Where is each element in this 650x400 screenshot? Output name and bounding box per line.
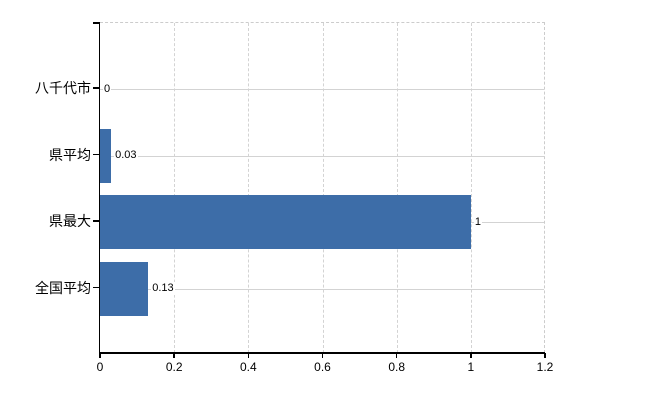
x-axis: [98, 352, 545, 354]
bar-value-label: 1: [473, 215, 482, 229]
x-axis-tick: [544, 353, 546, 358]
x-axis-tick: [173, 353, 175, 358]
horizontal-gridline: [100, 288, 544, 290]
bar: [100, 128, 112, 183]
x-tick-label: 0.6: [314, 360, 331, 374]
x-tick-label: 1.2: [536, 360, 554, 374]
bar-value-label: 0.03: [114, 149, 138, 162]
vertical-gridline: [248, 23, 250, 353]
vertical-gridline: [470, 23, 472, 353]
bar-value-label: 0: [103, 82, 112, 96]
x-tick-label: 0.2: [165, 360, 183, 374]
y-axis-end-tick: [92, 22, 99, 24]
x-axis-tick: [321, 353, 324, 358]
vertical-gridline: [396, 23, 398, 353]
x-axis-tick: [247, 353, 250, 358]
y-axis-tick: [92, 87, 99, 89]
y-axis: [98, 22, 100, 353]
x-tick-label: 0: [96, 360, 104, 374]
category-label: 県最大: [49, 213, 91, 229]
y-axis-tick: [92, 153, 99, 156]
x-axis-tick: [470, 353, 472, 358]
y-axis-tick: [92, 220, 99, 222]
x-tick-label: 0.8: [388, 360, 405, 374]
bar-value-label: 0.13: [151, 282, 175, 295]
y-axis-tick: [92, 286, 99, 289]
bar: [100, 195, 471, 249]
horizontal-gridline: [100, 155, 544, 157]
category-label: 八千代市: [35, 80, 91, 96]
plot-area: 0 0.03 1 0.13: [100, 22, 545, 353]
x-tick-label: 1: [467, 360, 475, 374]
x-axis-tick: [99, 353, 101, 358]
bar: [100, 261, 149, 316]
vertical-gridline: [174, 23, 176, 353]
x-axis-tick: [395, 353, 398, 358]
category-label: 県平均: [49, 146, 91, 163]
x-tick-label: 0.4: [239, 360, 257, 374]
vertical-gridline: [322, 23, 324, 353]
category-label: 全国平均: [35, 279, 91, 296]
horizontal-gridline: [100, 89, 544, 90]
